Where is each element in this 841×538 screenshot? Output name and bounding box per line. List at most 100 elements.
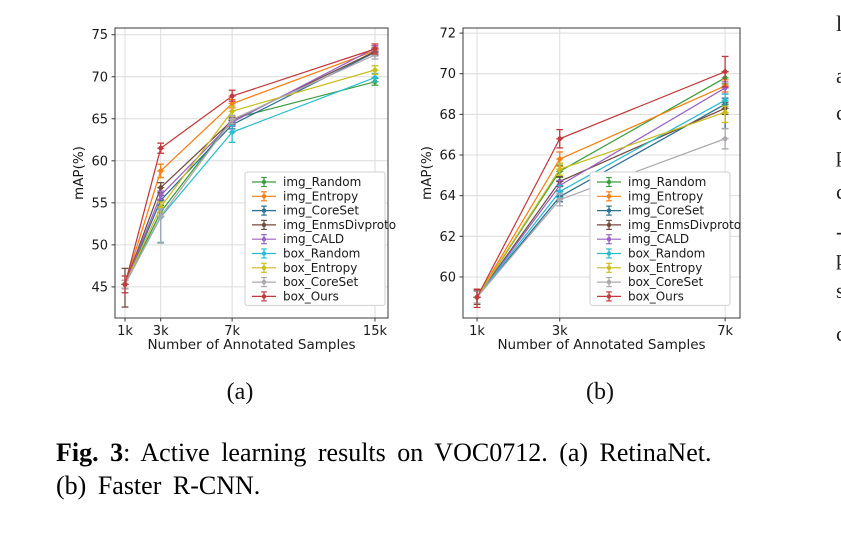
data-point-marker: [158, 145, 164, 151]
series-line: [124, 50, 376, 285]
chart-a: 45 50 55 60 65 70 75 1k 3k 7k 15k Number of Annotat…: [71, 27, 396, 353]
data-point-marker: [722, 69, 728, 75]
legend-handle-marker: [606, 294, 612, 299]
data-point-marker: [229, 129, 235, 135]
legend-label: img_EnmsDivproto: [628, 218, 741, 232]
legend-handle-marker: [606, 251, 612, 256]
series-line: [124, 69, 376, 285]
data-point-marker: [229, 117, 235, 123]
y-tick-label: 65: [91, 112, 108, 127]
series-line: [124, 81, 376, 285]
data-point-marker: [557, 166, 563, 172]
legend-label: box_Entropy: [283, 261, 357, 275]
legend-label: box_Ours: [283, 289, 339, 303]
legend-handle-marker: [261, 208, 267, 213]
data-point-marker: [557, 197, 563, 203]
y-tick-label: 64: [439, 189, 456, 204]
y-axis-label: mAP(%): [71, 146, 87, 200]
data-point-marker: [158, 213, 164, 219]
x-tick-label: 7k: [717, 324, 733, 339]
y-tick-label: 75: [91, 28, 108, 43]
data-point-marker: [372, 46, 378, 52]
data-point-marker: [158, 185, 164, 191]
clipped-text-fragment: -: [836, 220, 841, 246]
series-line: [124, 51, 376, 285]
data-point-marker: [122, 281, 128, 287]
figure-caption-line-2: (b) Faster R-CNN.: [56, 471, 261, 500]
data-point-marker: [474, 294, 480, 300]
legend-handle-marker: [606, 237, 612, 242]
plot-frame: [114, 27, 389, 319]
legend-handle-marker: [606, 222, 612, 228]
y-tick-label: 72: [439, 27, 456, 42]
legend-handle-marker: [606, 194, 612, 199]
data-point-marker: [557, 189, 563, 194]
legend-label: box_Entropy: [628, 261, 702, 275]
legend-handle-marker: [261, 179, 267, 185]
legend-label: img_EnmsDivproto: [283, 218, 396, 232]
legend-label: box_CoreSet: [283, 275, 358, 289]
y-tick-label: 62: [439, 230, 456, 245]
x-tick-label: 1k: [117, 324, 133, 339]
x-tick-label: 15k: [363, 324, 388, 339]
y-tick-label: 55: [91, 196, 108, 211]
legend-handle-marker: [261, 194, 267, 199]
clipped-text-fragment: p: [836, 143, 841, 169]
legend-handle-marker: [606, 279, 612, 285]
series-box_Ours: [473, 55, 729, 309]
x-axis-label: Number of Annotated Samples: [147, 337, 355, 353]
data-point-marker: [229, 93, 235, 99]
data-point-marker: [722, 109, 728, 115]
data-point-marker: [229, 108, 235, 114]
clipped-text-fragment: p: [836, 246, 841, 272]
series-box_Ours: [121, 43, 379, 294]
y-axis-label: mAP(%): [419, 146, 435, 200]
y-tick-label: 68: [439, 108, 456, 123]
x-tick-label: 3k: [153, 324, 169, 339]
legend-handle-marker: [261, 237, 267, 242]
x-tick-label: 1k: [469, 324, 485, 339]
legend-handle-marker: [261, 265, 267, 270]
figure-caption-label: Fig. 3: [56, 438, 124, 467]
legend-label: box_Ours: [628, 289, 684, 303]
y-tick-label: 60: [91, 154, 108, 169]
x-tick-label: 3k: [552, 324, 568, 339]
legend-label: img_Random: [283, 175, 361, 189]
clipped-text-fragment: c: [836, 322, 841, 346]
y-tick-label: 70: [439, 67, 456, 82]
data-point-marker: [158, 192, 164, 198]
data-point-marker: [722, 136, 728, 142]
series-line: [124, 54, 376, 285]
subcaption-b: (b): [586, 379, 614, 405]
subcaption-a: (a): [226, 379, 254, 405]
legend-handle-marker: [261, 294, 267, 299]
legend-label: box_Random: [283, 247, 360, 261]
legend-handle-marker: [261, 222, 267, 228]
legend-label: img_Random: [628, 175, 706, 189]
legend-label: img_CALD: [283, 232, 344, 246]
legend: img_Randomimg_Entropyimg_CoreSetimg_Enms…: [244, 171, 396, 306]
legend-handle-marker: [261, 251, 267, 256]
legend-label: img_Entropy: [628, 189, 703, 203]
data-point-marker: [722, 97, 728, 103]
plot-frame: [462, 27, 741, 319]
data-point-marker: [372, 67, 378, 73]
figure-caption-line-1: Fig. 3: Active learning results on VOC07…: [56, 438, 711, 468]
legend-handle-marker: [606, 179, 612, 185]
clipped-text-fragment: s: [836, 279, 841, 303]
series-line: [124, 48, 376, 285]
y-tick-label: 45: [91, 280, 108, 295]
series-box_Entropy: [121, 65, 379, 290]
clipped-text-fragment: a: [836, 64, 841, 88]
legend-label: img_CoreSet: [628, 204, 704, 218]
legend-label: img_Entropy: [283, 189, 358, 203]
legend-handle-marker: [606, 265, 612, 270]
legend-label: box_CoreSet: [628, 275, 703, 289]
y-tick-label: 60: [439, 270, 456, 285]
charts-canvas: 45 50 55 60 65 70 75 1k 3k 7k 15k Number of Annotat…: [71, 27, 741, 353]
legend-handle-marker: [606, 208, 612, 213]
legend-label: box_Random: [628, 247, 705, 261]
x-axis-label: Number of Annotated Samples: [497, 337, 705, 353]
legend-box: [589, 171, 731, 306]
